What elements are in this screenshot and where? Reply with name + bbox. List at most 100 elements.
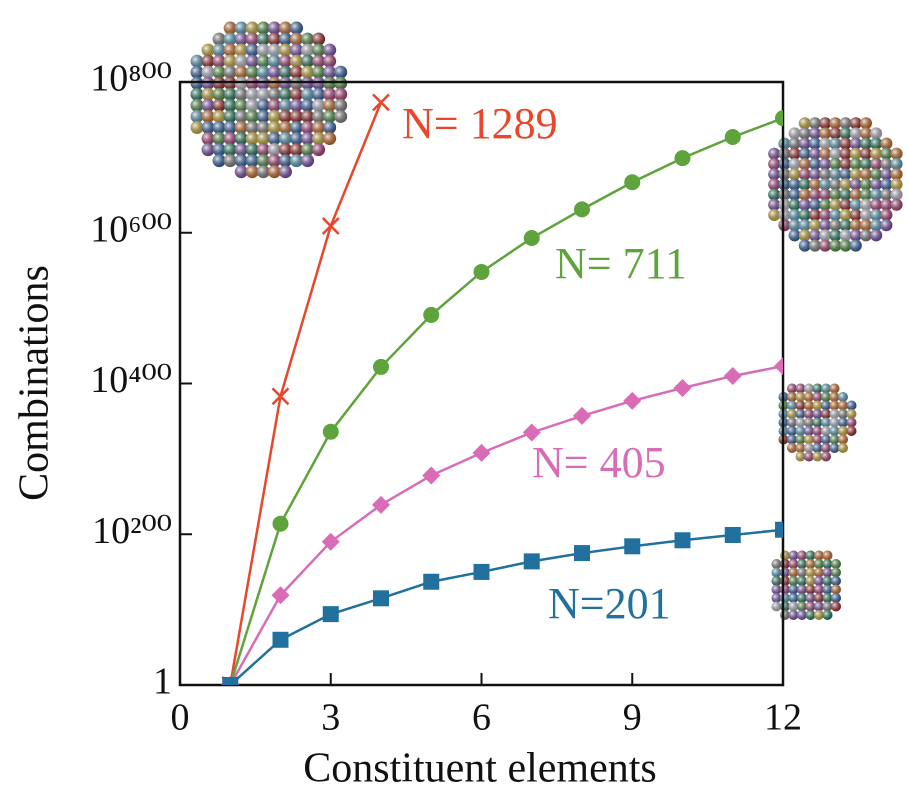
atom-shine [234,121,248,134]
atom-shine [267,43,281,57]
atom-shine [256,65,270,79]
atom-shine [829,239,842,252]
atom-shine [838,434,848,445]
atom-shine [234,54,248,68]
atom-shine [829,417,840,428]
atom-shine [245,43,259,57]
series-label: N= 711 [555,239,687,288]
atom-shine [334,76,348,90]
atom-shine [822,550,833,561]
atom-shine [290,132,303,146]
atom-shine [267,76,281,90]
atom-shine [797,601,807,612]
atom-shine [814,610,824,620]
atom-shine [301,32,315,46]
plot-area [221,93,783,685]
marker-diamond [372,495,390,514]
atom-shine [846,417,857,428]
atom-shine [797,593,807,603]
atom-shine [201,98,215,112]
atom-shine [829,443,840,453]
atom-shine [267,54,281,68]
atom-shine [788,219,801,232]
atom-shine [839,158,852,170]
atom-shine [212,65,226,79]
atom-shine [804,417,814,428]
atom-shine [212,109,226,123]
atom-shine [839,239,852,252]
atom-shine [849,188,862,201]
atom-shine [278,87,292,101]
atom-shine [234,98,248,112]
atom-shine [256,76,270,90]
atom-shine [798,198,811,211]
atom-shine [838,426,848,436]
atom-shine [256,109,270,123]
atom-shine [334,109,348,123]
y-tick-label: 10⁸⁰⁰ [90,58,172,100]
atom-shine [787,409,797,419]
atom-shine [256,154,270,168]
atom-shine [223,143,237,157]
atom-shine [201,143,215,157]
atom-shine [809,168,821,181]
atom-shine [290,21,303,35]
atom-shine [831,584,841,595]
atom-shine [301,54,315,68]
atom-shine [839,178,852,191]
atom-shine [870,219,883,232]
atom-shine [201,87,215,101]
atom-shine [822,567,833,578]
atom-shine [278,121,292,134]
atom-shine [804,451,814,462]
marker-circle [674,150,691,167]
atom-shine [829,168,842,181]
atom-shine [212,87,226,101]
atom-shine [201,132,215,146]
x-tick-label: 6 [472,697,491,739]
atom-shine [821,426,831,436]
atom-shine [256,143,270,157]
atom-shine [778,219,791,232]
marker-circle [322,423,339,440]
atom-shine [245,65,259,79]
atom-shine [849,239,862,252]
atom-shine [795,383,806,394]
atom-shine [278,43,292,57]
atom-shine [829,198,842,211]
atom-shine [245,32,259,46]
atom-shine [809,209,821,221]
marker-circle [724,129,741,146]
atom-shine [312,143,326,157]
atom-shine [212,154,226,168]
atom-shine [212,32,226,46]
atom-shine [256,21,270,35]
atom-shine [860,188,872,201]
atom-shine [778,168,791,181]
atom-shine [849,178,862,191]
atom-shine [267,121,281,134]
marker-circle [624,174,641,191]
marker-square [574,545,590,562]
marker-diamond [522,423,541,442]
x-tick-label: 12 [764,697,802,739]
marker-circle [423,306,440,323]
atom-shine [256,54,270,68]
atom-shine [797,610,807,620]
atom-shine [880,158,893,170]
atom-shine [267,21,281,35]
atom-shine [870,158,883,170]
atom-shine [778,147,791,160]
atom-shine [312,43,326,57]
atom-shine [804,434,814,445]
atom-shine [290,109,303,123]
atom-shine [201,43,215,57]
atom-shine [323,132,337,146]
atom-shine [788,168,801,181]
atom-shine [787,443,797,453]
atom-shine [814,567,824,578]
series-line [229,364,783,685]
atom-shine [301,76,315,90]
atom-shine [795,451,806,462]
nanoparticle-illustrations [190,21,903,620]
